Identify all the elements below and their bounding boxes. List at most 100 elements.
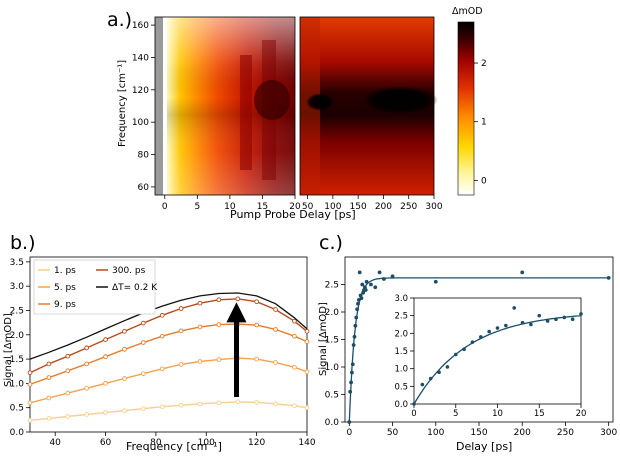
panel-b-xtick-label: 60: [100, 438, 112, 448]
panel-c-inset-data: [412, 306, 583, 406]
heatmap-left-streak: [240, 55, 252, 170]
series-point: [65, 390, 71, 396]
heatmap-right-dark-region: [362, 86, 438, 114]
series-point: [304, 369, 310, 375]
panel-c-xtick-label: 150: [470, 428, 487, 438]
data-point: [352, 334, 357, 339]
inset-data-point: [428, 376, 433, 381]
panel-a-xtick-label: 10: [224, 202, 236, 212]
data-point: [606, 276, 611, 280]
series-point: [197, 359, 203, 364]
series-point: [254, 399, 259, 405]
inset-xtick-label: 15: [534, 409, 545, 419]
series-point: [254, 356, 259, 362]
data-point: [390, 274, 395, 279]
series-point: [273, 401, 278, 407]
series-point: [197, 401, 203, 407]
inset-xtick-label: 0: [411, 409, 416, 419]
inset-ytick-label: 3.0: [394, 294, 408, 304]
series-point: [159, 333, 165, 339]
series-point: [84, 412, 90, 417]
series-line: [29, 323, 308, 386]
panel-a-ytick-label: 160: [132, 21, 149, 31]
panel-c-xtick-label: 200: [514, 428, 531, 438]
data-point: [360, 282, 365, 287]
panel-b-ytick-label: 3.5: [10, 258, 24, 268]
legend-entry: 1. ps: [54, 266, 76, 276]
data-point: [369, 282, 373, 287]
panel-a-xtick-label: 5: [194, 202, 200, 212]
data-point: [351, 343, 356, 347]
series-point: [159, 312, 165, 318]
panel-b-xtick-label: 120: [248, 438, 265, 448]
series-point: [46, 361, 52, 367]
panel-c-xtick-label: 100: [427, 428, 444, 438]
series-point: [178, 306, 184, 311]
panel-c-ylabel: Signal [ΔmOD]: [318, 302, 329, 376]
series-point: [140, 371, 146, 377]
inset-xtick-label: 5: [453, 409, 458, 419]
inset-data-point: [453, 352, 458, 357]
colorbar-tick-label: 0: [481, 176, 487, 186]
panel-a-xtick-label: 100: [324, 202, 341, 212]
inset-data-point: [562, 315, 567, 320]
inset-data-point: [537, 313, 542, 318]
inset-ytick-label: 1.0: [394, 365, 408, 375]
panel-a-label: a.): [107, 9, 132, 31]
panel-b-ytick-label: 2.5: [10, 306, 24, 316]
panel-a-xtick-label: 15: [257, 202, 268, 212]
panel-a-xtick-label: 150: [350, 202, 367, 212]
data-point: [373, 285, 378, 290]
series-line: [29, 401, 308, 421]
series-point: [103, 381, 108, 386]
series-point: [122, 329, 127, 334]
panel-c-xtick-label: 0: [346, 428, 352, 438]
series-point: [27, 382, 33, 387]
inset-data-point: [420, 382, 425, 387]
legend-entry: 5. ps: [54, 283, 76, 293]
panel-b-xlabel: Frequency [cm⁻¹]: [126, 440, 222, 453]
series-point: [292, 333, 297, 339]
panel-a-ytick-label: 80: [138, 151, 150, 161]
panel-c-xtick-label: 300: [600, 428, 617, 438]
panel-b-ylabel: Signal [ΔmOD]: [3, 313, 14, 387]
data-point: [350, 362, 355, 367]
panel-c-xlabel: Delay [ps]: [456, 440, 512, 453]
legend-frame: [33, 259, 156, 315]
inset-xtick-label: 20: [576, 409, 587, 419]
panel-c-ytick-label: 1.5: [325, 336, 339, 346]
panel-a-xtick-label: 300: [425, 202, 442, 212]
series-point: [140, 340, 146, 345]
series-point: [292, 403, 297, 409]
series-point: [122, 376, 127, 381]
data-point: [520, 270, 525, 275]
series-point: [178, 362, 184, 367]
colorbar-tick-label: 1: [481, 118, 487, 128]
panel-a-ytick-label: 60: [138, 183, 150, 193]
series-point: [103, 337, 108, 342]
panel-b-ytick-label: 0.5: [10, 404, 24, 414]
series-point: [103, 354, 108, 360]
inset-ytick-label: 0.0: [394, 400, 408, 410]
data-point: [353, 323, 358, 328]
panel-a-heatmap-right: [299, 16, 438, 196]
panel-b-xtick-label: 40: [49, 438, 61, 448]
series-point: [65, 353, 71, 359]
panel-c-inset-area: [413, 297, 582, 405]
colorbar-tick-label: 2: [481, 59, 487, 69]
data-point: [347, 420, 352, 424]
inset-ytick-label: 0.5: [394, 382, 408, 392]
panel-b-legend: 1. ps 300. ps 5. ps ΔT= 0.2 K 9. ps: [33, 259, 158, 315]
panel-c-ytick-label: 0.5: [325, 391, 339, 401]
series-line: [29, 357, 308, 404]
legend-entry: 9. ps: [54, 300, 76, 310]
series-point: [122, 408, 127, 413]
panel-a-ytick-label: 140: [132, 53, 149, 63]
panel-c-ytick-label: 2.5: [325, 281, 339, 291]
series-point: [292, 364, 297, 370]
data-point: [377, 270, 382, 275]
inset-data-point: [462, 347, 466, 352]
inset-data-point: [545, 319, 550, 323]
series-point: [304, 329, 310, 334]
panel-c-ytick-label: 2.0: [325, 308, 340, 318]
